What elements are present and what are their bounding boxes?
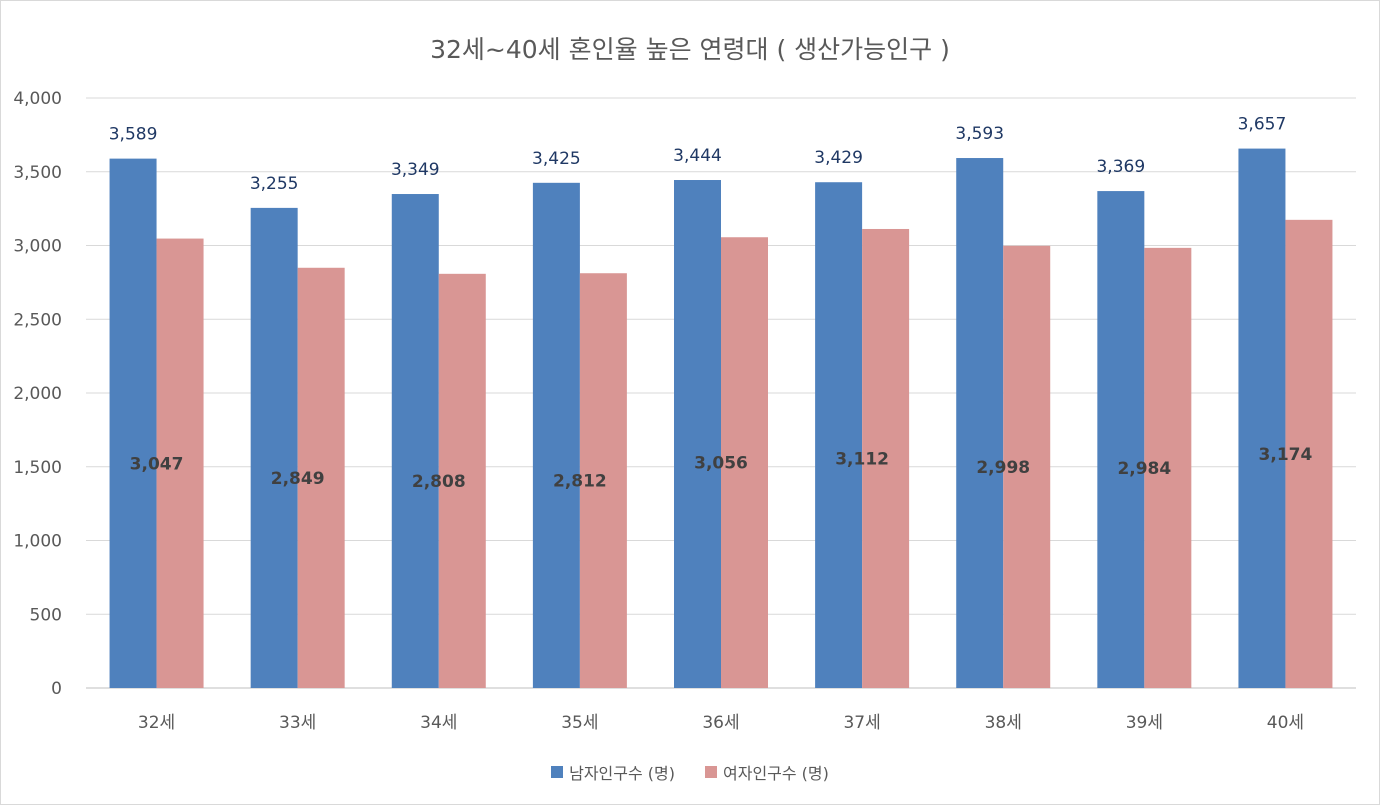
bar-male <box>391 194 439 688</box>
data-label-male: 3,349 <box>391 160 440 180</box>
y-tick-label: 1,500 <box>13 458 62 478</box>
x-category-label: 34세 <box>420 713 457 733</box>
bar-female <box>1285 219 1333 688</box>
y-tick-label: 4,000 <box>13 89 62 109</box>
bar-female <box>721 237 768 689</box>
x-category-label: 33세 <box>279 713 316 733</box>
chart-title: 32세~40세 혼인율 높은 연령대 ( 생산가능인구 ) <box>430 35 950 64</box>
bar-female <box>1144 247 1192 689</box>
legend-label-female: 여자인구수 (명) <box>723 764 829 783</box>
bar-male <box>532 182 580 688</box>
x-category-label: 35세 <box>561 713 598 733</box>
bar-female <box>579 273 627 688</box>
data-label-female: 3,056 <box>694 454 748 474</box>
y-tick-label: 3,000 <box>13 237 62 257</box>
x-category-label: 38세 <box>985 713 1022 733</box>
data-label-male: 3,593 <box>955 124 1004 144</box>
data-label-female: 2,849 <box>271 469 325 489</box>
data-label-male: 3,657 <box>1238 115 1287 135</box>
x-category-label: 40세 <box>1267 713 1304 733</box>
data-label-male: 3,444 <box>673 146 722 166</box>
x-category-label: 36세 <box>702 713 739 733</box>
legend: 남자인구수 (명) 여자인구수 (명) <box>0 760 1380 784</box>
bar-female <box>862 228 910 689</box>
y-tick-label: 2,000 <box>13 384 62 404</box>
data-label-male: 3,589 <box>109 125 158 145</box>
data-label-female: 2,998 <box>976 458 1030 478</box>
bar-male <box>956 158 1004 689</box>
bar-female <box>1003 245 1051 689</box>
bar-female <box>156 238 204 688</box>
data-label-male: 3,429 <box>814 148 863 168</box>
bar-male <box>815 182 863 688</box>
data-label-male: 3,425 <box>532 149 581 169</box>
bar-male <box>1238 148 1286 688</box>
data-label-female: 2,808 <box>412 472 466 492</box>
data-label-male: 3,255 <box>250 174 299 194</box>
data-label-female: 2,812 <box>553 472 607 492</box>
legend-item-female: 여자인구수 (명) <box>705 760 829 784</box>
legend-swatch-male <box>551 766 564 778</box>
legend-swatch-female <box>705 766 717 778</box>
bar-female <box>438 273 486 688</box>
data-label-female: 3,174 <box>1259 445 1313 465</box>
bar-male <box>250 207 298 688</box>
y-tick-label: 1,000 <box>13 532 62 552</box>
bar-female <box>297 267 345 688</box>
x-category-label: 39세 <box>1126 713 1163 733</box>
data-label-male: 3,369 <box>1096 157 1145 177</box>
x-category-label: 32세 <box>138 713 175 733</box>
y-tick-label: 2,500 <box>13 310 62 330</box>
data-label-female: 3,112 <box>835 449 889 469</box>
data-label-female: 3,047 <box>130 454 184 474</box>
x-category-label: 37세 <box>843 713 880 733</box>
bar-male <box>1097 191 1145 688</box>
bar-male <box>674 180 721 688</box>
y-tick-label: 3,500 <box>13 163 62 183</box>
legend-label-male: 남자인구수 (명) <box>569 764 675 783</box>
legend-item-male: 남자인구수 (명) <box>551 760 675 784</box>
y-tick-label: 500 <box>30 605 62 625</box>
y-tick-label: 0 <box>51 679 62 699</box>
bar-male <box>109 158 157 688</box>
data-label-female: 2,984 <box>1117 459 1171 479</box>
